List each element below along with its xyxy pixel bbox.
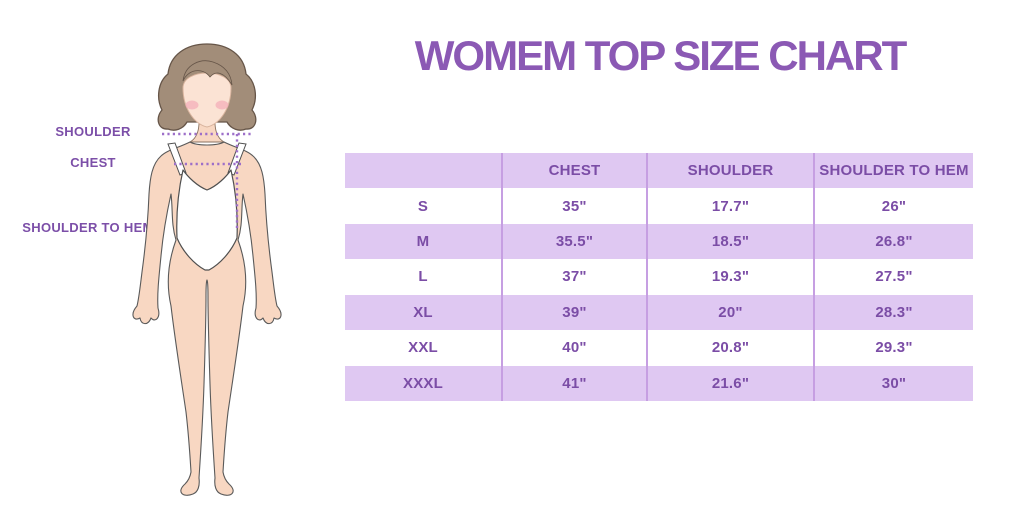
size-cell: S: [345, 188, 503, 224]
shoulder-cell: 17.7": [648, 188, 815, 224]
shoulder-to-hem-cell: 26": [881, 197, 907, 215]
shoulder-to-hem-measure-label: SHOULDER TO HEM: [22, 220, 154, 235]
chest-cell: 41": [503, 365, 648, 401]
header-cell-chest: CHEST: [503, 153, 648, 189]
size-cell: M: [345, 223, 503, 260]
size-cell: XXXL: [345, 365, 503, 401]
hair-fringe: [182, 60, 233, 86]
header-cell-shoulder-to-hem: SHOULDER TO HEM: [819, 162, 969, 180]
chest-measure-label: CHEST: [70, 155, 116, 170]
page-title: WOMEM TOP SIZE CHART: [414, 32, 907, 79]
shoulder-cell: 18.5": [648, 223, 815, 260]
blush-right: [215, 100, 229, 110]
blush-left: [185, 100, 199, 110]
woman-figure-illustration: [132, 43, 282, 496]
face: [182, 72, 232, 128]
table-header-row: CHEST SHOULDER SHOULDER TO HEM: [345, 153, 973, 189]
table-row: L 37" 19.3" 27.5": [345, 259, 973, 295]
shoulder-cell: 20": [648, 294, 815, 331]
bodysuit: [176, 169, 238, 271]
chest-cell: 35": [503, 188, 648, 224]
size-cell: XL: [345, 294, 503, 331]
chest-cell: 39": [503, 294, 648, 331]
table-row: M 35.5" 18.5" 26.8": [345, 223, 973, 260]
size-cell: XXL: [345, 330, 503, 366]
shoulder-to-hem-cell: 29.3": [875, 339, 913, 357]
table-row: XXL 40" 20.8" 29.3": [345, 330, 973, 366]
chest-cell: 37": [503, 259, 648, 295]
table-row: XXXL 41" 21.6" 30": [345, 365, 973, 401]
shoulder-to-hem-cell: 28.3": [875, 303, 913, 321]
shoulder-cell: 21.6": [648, 365, 815, 401]
header-cell-shoulder: SHOULDER: [648, 153, 815, 189]
header-cell-size: [345, 153, 503, 189]
table-row: XL 39" 20" 28.3": [345, 294, 973, 331]
shoulder-to-hem-cell: 26.8": [875, 233, 913, 251]
shoulder-cell: 19.3": [648, 259, 815, 295]
shoulder-to-hem-cell: 30": [881, 374, 907, 392]
shoulder-to-hem-cell: 27.5": [875, 268, 913, 286]
shoulder-cell: 20.8": [648, 330, 815, 366]
shoulder-measure-label: SHOULDER: [55, 124, 131, 139]
chest-cell: 35.5": [503, 223, 648, 260]
chest-cell: 40": [503, 330, 648, 366]
size-table: CHEST SHOULDER SHOULDER TO HEM S 35" 17.…: [345, 153, 973, 401]
table-row: S 35" 17.7" 26": [345, 188, 973, 224]
size-cell: L: [345, 259, 503, 295]
